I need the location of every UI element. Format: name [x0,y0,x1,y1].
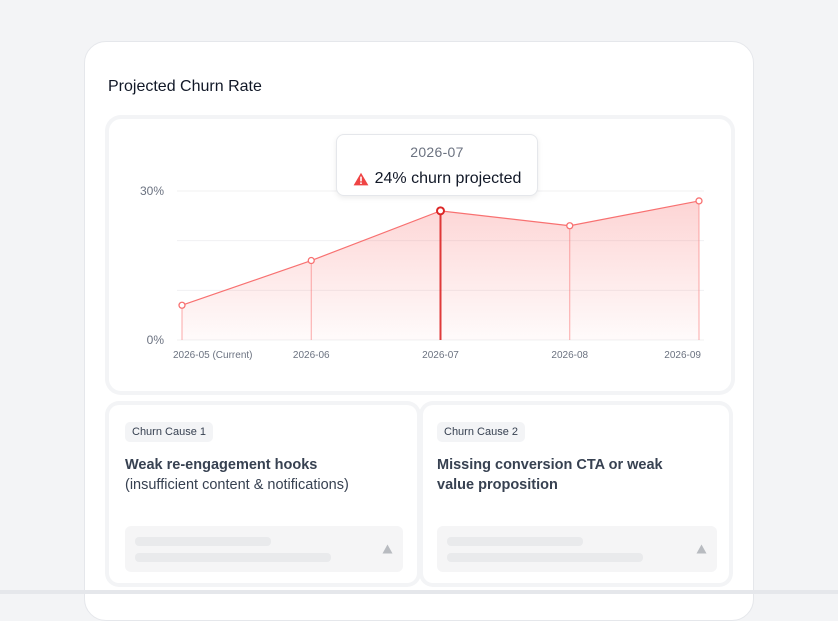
data-point [695,197,703,205]
warning-triangle-icon [353,172,369,186]
cause-subtitle: (insufficient content & notifications) [125,477,349,493]
y-tick-label: 0% [147,333,165,347]
skeleton-line [447,537,583,546]
data-point [307,256,315,265]
skeleton-line [135,537,271,546]
churn-chart-panel: 30% 0% 2026-05 (Current) 2026-06 2026-07 2026… [109,119,731,391]
skeleton-placeholder [125,526,403,572]
churn-card: Projected Churn Rate 30% 0% 2026-05 (Curre… [84,41,754,621]
skeleton-line [447,553,643,562]
cause-badge: Churn Cause 1 [125,422,213,442]
skeleton-placeholder [437,526,717,572]
cause-badge: Churn Cause 2 [437,422,525,442]
card-title: Projected Churn Rate [108,78,262,95]
churn-cause-card-1: Churn Cause 1 Weak re-engagement hooks (… [109,405,417,583]
cause-title: Missing conversion CTA or weak value pro… [437,457,663,493]
bottom-divider [0,590,838,594]
expand-triangle-icon[interactable] [696,544,707,554]
expand-triangle-icon[interactable] [382,544,393,554]
x-tick-label: 2026-06 [293,350,330,361]
x-tick-label: 2026-05 (Current) [173,350,252,361]
data-point [178,301,186,309]
skeleton-line [135,553,331,562]
tooltip-date: 2026-07 [410,144,464,160]
x-tick-label: 2026-08 [551,350,588,361]
cause-title: Weak re-engagement hooks [125,457,318,473]
y-tick-label: 30% [140,184,164,198]
x-tick-label: 2026-07 [422,350,459,361]
data-point [566,222,574,230]
tooltip-message-row: 24% churn projected [337,170,537,188]
data-point [436,206,445,216]
x-tick-label: 2026-09 [664,350,701,361]
tooltip-message: 24% churn projected [374,170,522,187]
chart-tooltip: 2026-07 24% churn projected [336,134,538,196]
churn-area-chart: 30% 0% 2026-05 (Current) 2026-06 2026-07 2026… [140,184,704,361]
churn-cause-card-2: Churn Cause 2 Missing conversion CTA or … [423,405,729,583]
